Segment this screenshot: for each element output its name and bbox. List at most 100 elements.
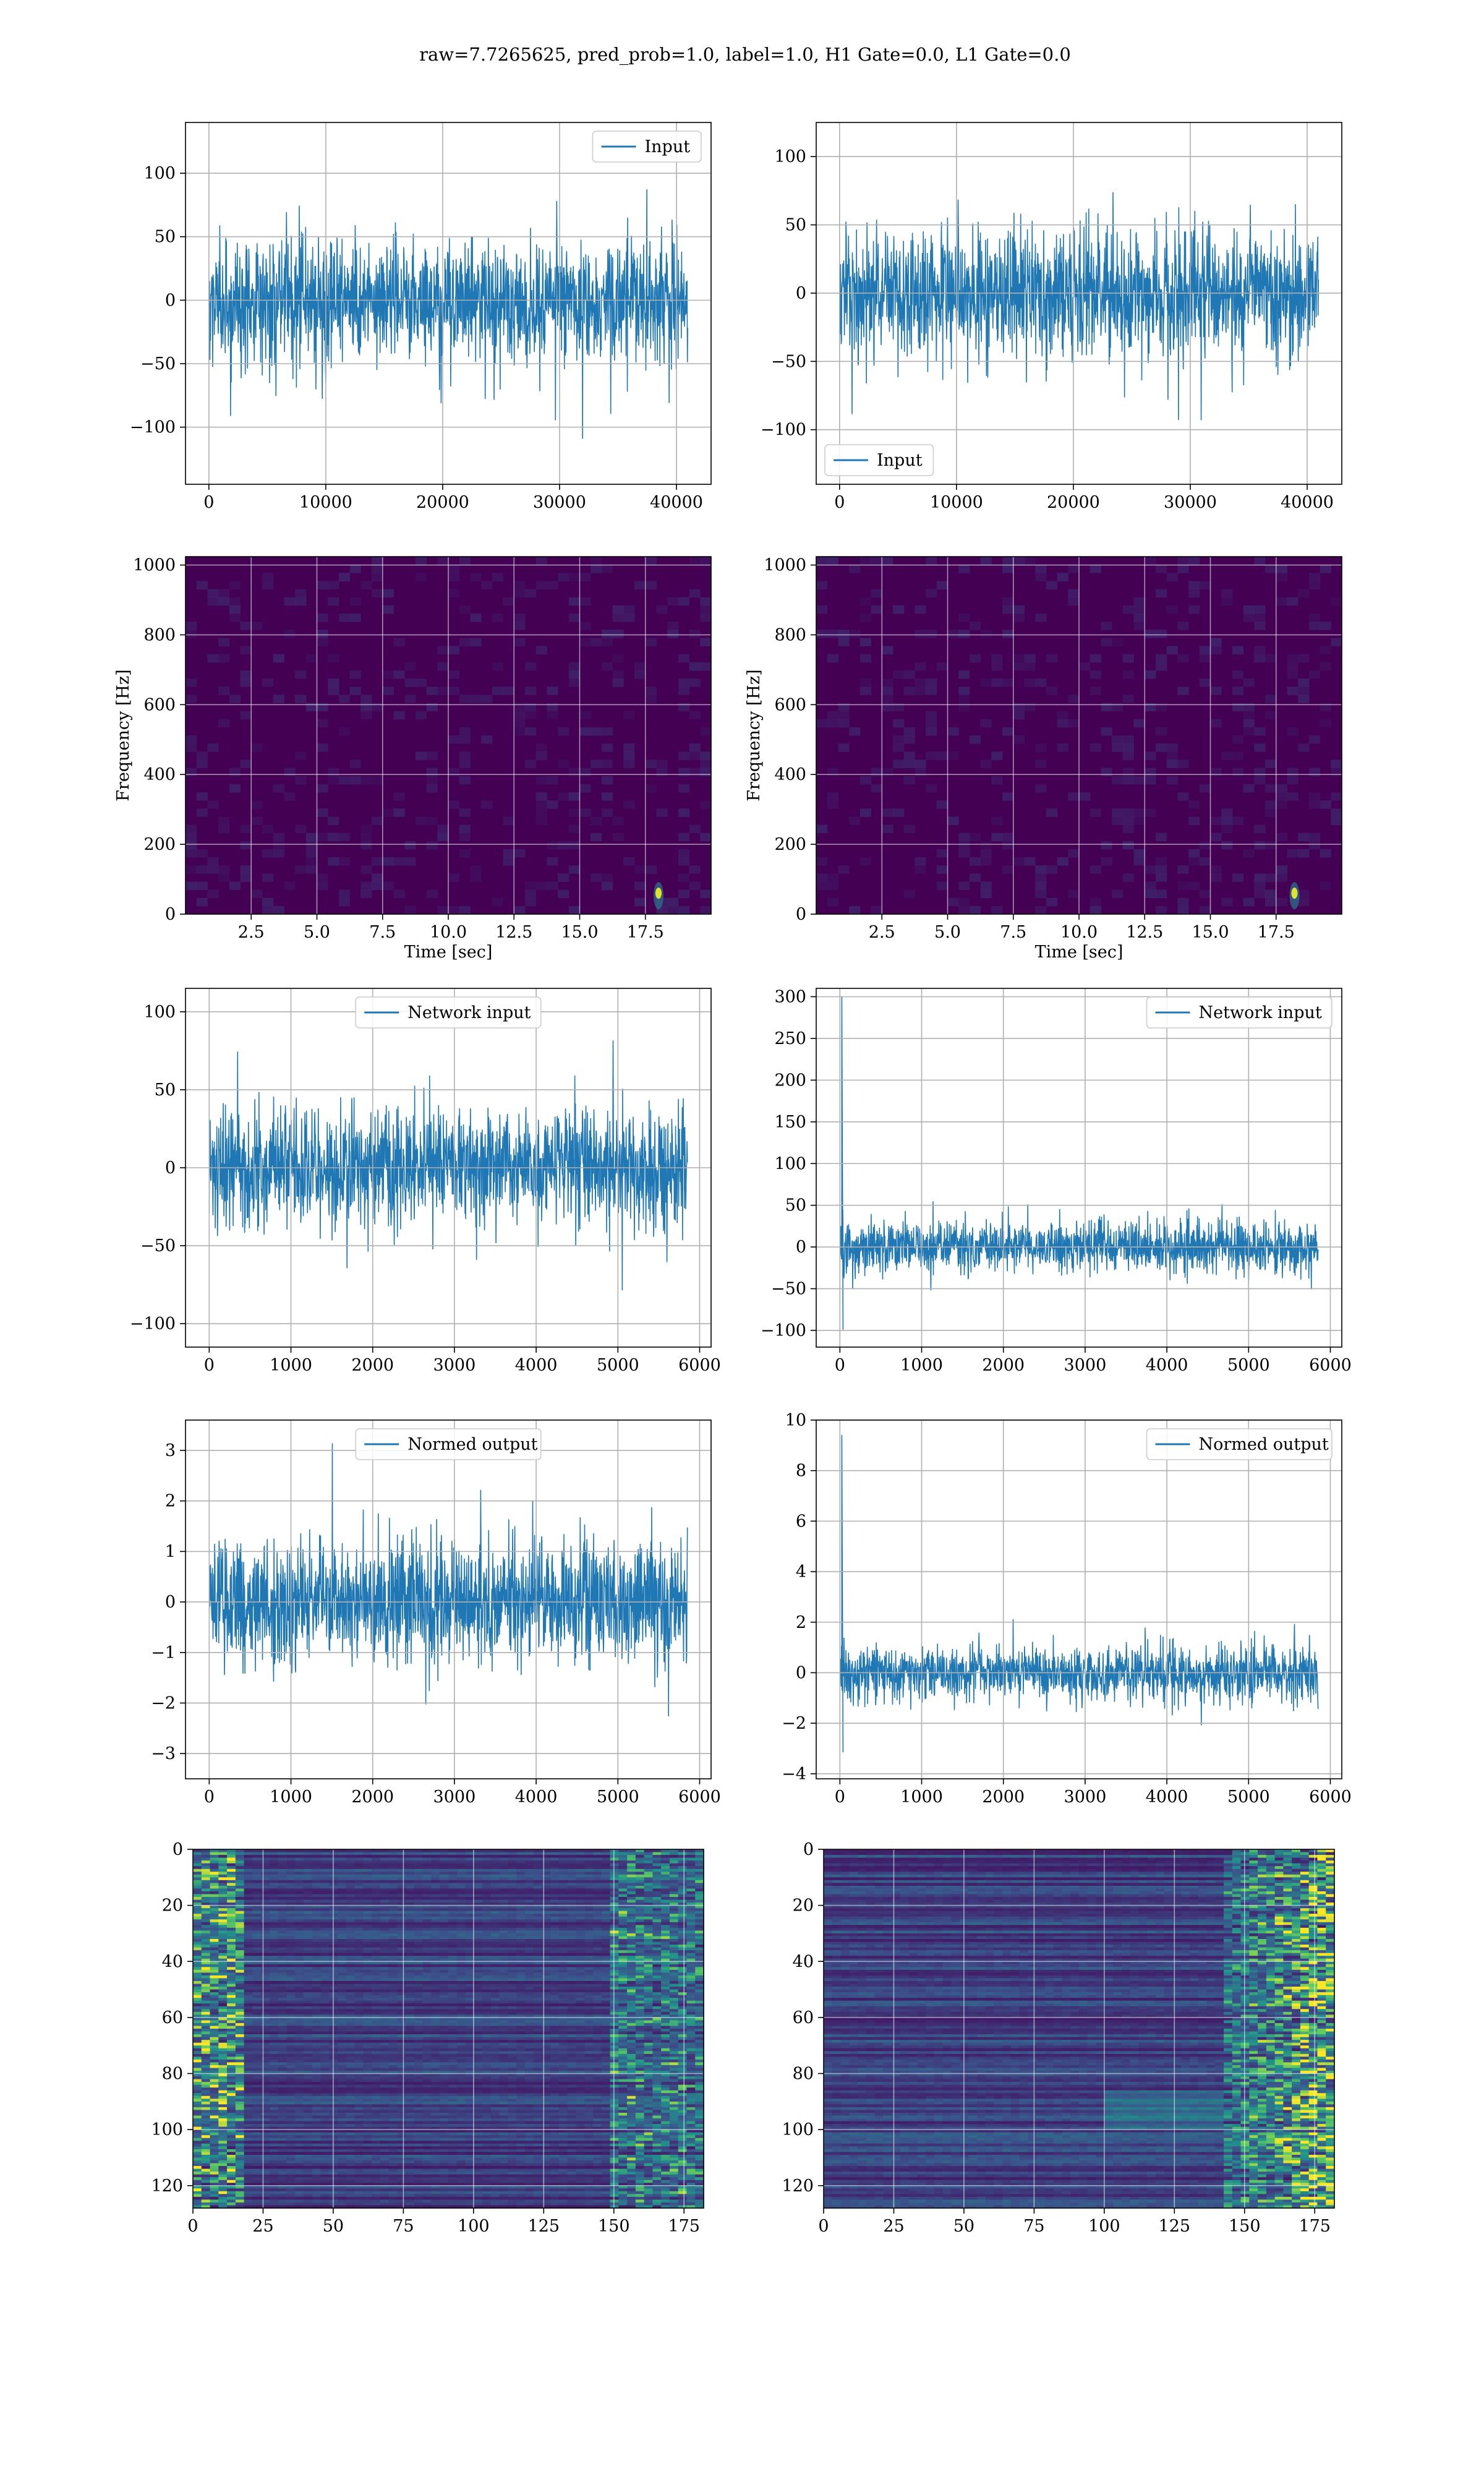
heatmap-cell (286, 1852, 296, 1856)
heatmap-cell (550, 1941, 560, 1945)
spectrogram-cell (1254, 743, 1266, 752)
heatmap-cell (474, 1995, 483, 1998)
spectrogram-cell (1156, 630, 1167, 638)
heatmap-cell (346, 2011, 356, 2015)
heatmap-cell (303, 2014, 313, 2018)
heatmap-cell (576, 1953, 585, 1956)
heatmap-cell (567, 1903, 577, 1906)
heatmap-cell (363, 2014, 372, 2018)
heatmap-cell (499, 1995, 508, 1998)
heatmap-cell (269, 1958, 279, 1962)
heatmap-cell (593, 2022, 602, 2027)
heatmap-cell (320, 1874, 330, 1878)
heatmap-cell (269, 1964, 279, 1967)
heatmap-cell (465, 1888, 474, 1892)
heatmap-cell (193, 1980, 202, 1985)
heatmap-cell (295, 1894, 304, 1898)
heatmap-cell (448, 1950, 458, 1954)
heatmap-cell (295, 2009, 304, 2013)
heatmap-cell (686, 1866, 696, 1870)
heatmap-cell (610, 1995, 619, 1998)
spectrogram-cell (1254, 889, 1266, 899)
spectrogram-cell (196, 808, 208, 817)
heatmap-cell (576, 1922, 585, 1925)
heatmap-cell (456, 1885, 466, 1890)
heatmap-cell (244, 1961, 253, 1965)
heatmap-cell (516, 2009, 526, 2013)
heatmap-cell (456, 1880, 466, 1883)
heatmap-cell (558, 1980, 568, 1985)
heatmap-cell (618, 1914, 628, 1917)
heatmap-cell (669, 1905, 679, 1909)
heatmap-cell (593, 2014, 602, 2018)
heatmap-cell (414, 1978, 424, 1982)
heatmap-cell (235, 1919, 245, 1923)
heatmap-cell (346, 2003, 356, 2007)
heatmap-cell (363, 1891, 372, 1895)
heatmap-cell (576, 1936, 585, 1940)
heatmap-cell (354, 1877, 364, 1881)
heatmap-cell (210, 2000, 219, 2004)
heatmap-cell (550, 1953, 560, 1956)
spectrogram-cell (1308, 614, 1321, 622)
heatmap-cell (372, 2000, 381, 2004)
heatmap-cell (610, 1868, 619, 1872)
spectrogram-cell (816, 719, 828, 728)
heatmap-cell (593, 1984, 602, 1987)
spectrogram-cell (284, 630, 296, 638)
y-tick-label: −50 (140, 354, 176, 374)
heatmap-cell (550, 2003, 560, 2007)
spectrogram-cell (218, 589, 230, 598)
heatmap-cell (346, 1989, 356, 1993)
heatmap-cell (610, 1919, 619, 1923)
heatmap-cell (678, 1888, 688, 1892)
heatmap-cell (661, 2006, 670, 2010)
spectrogram-cell (700, 800, 712, 809)
heatmap-cell (406, 2022, 415, 2027)
spectrogram-cell (1122, 605, 1134, 614)
heatmap-cell (363, 1877, 372, 1881)
spectrogram-cell (459, 776, 471, 785)
heatmap-cell (295, 1914, 304, 1917)
heatmap-cell (533, 1969, 543, 1973)
spectrogram-cell (492, 897, 503, 907)
heatmap-cell (397, 1972, 406, 1976)
heatmap-cell (482, 1908, 492, 1912)
spectrogram-cell (251, 816, 263, 825)
heatmap-cell (295, 2006, 304, 2010)
heatmap-cell (440, 1936, 449, 1940)
y-tick-label: 10 (785, 1411, 806, 1430)
heatmap-cell (576, 1950, 585, 1954)
spectrogram-cell (338, 897, 351, 907)
heatmap-cell (227, 1911, 236, 1914)
heatmap-cell (669, 1911, 679, 1914)
heatmap-cell (244, 1927, 253, 1932)
heatmap-cell (372, 1941, 381, 1945)
heatmap-cell (499, 1866, 508, 1870)
heatmap-cell (312, 1958, 322, 1962)
heatmap-cell (388, 1953, 398, 1956)
heatmap-cell (465, 1995, 474, 1998)
heatmap-cell (252, 2014, 262, 2018)
heatmap-cell (320, 1936, 330, 1940)
heatmap-cell (499, 1919, 508, 1923)
heatmap-cell (312, 1883, 322, 1886)
heatmap-cell (482, 1953, 492, 1956)
heatmap-cell (210, 1933, 219, 1937)
heatmap-cell (422, 1916, 432, 1920)
heatmap-cell (346, 1980, 356, 1985)
heatmap-cell (456, 2006, 466, 2010)
heatmap-cell (295, 1984, 304, 1987)
spectrogram-cell (591, 816, 602, 825)
spectrogram-cell (437, 687, 449, 695)
heatmap-cell (320, 1980, 330, 1985)
heatmap-cell (278, 1936, 288, 1940)
heatmap-cell (431, 1964, 440, 1967)
heatmap-cell (584, 1908, 594, 1912)
heatmap-cell (678, 1989, 688, 1993)
heatmap-cell (558, 1877, 568, 1881)
y-tick-label: −50 (771, 1280, 806, 1299)
heatmap-cell (312, 2000, 322, 2004)
heatmap-cell (652, 1927, 662, 1932)
